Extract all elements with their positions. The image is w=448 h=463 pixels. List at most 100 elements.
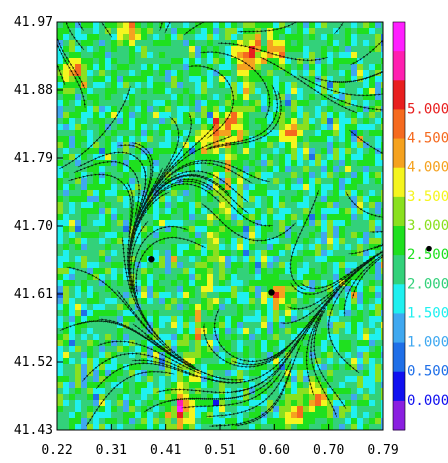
field-cell [279, 238, 286, 245]
field-cell [213, 346, 220, 353]
field-cell [333, 154, 340, 161]
field-cell [147, 268, 154, 275]
field-cell [261, 226, 268, 233]
field-cell [117, 262, 124, 269]
field-cell [351, 178, 358, 185]
field-cell [69, 82, 76, 89]
field-cell [57, 280, 64, 287]
field-cell [279, 82, 286, 89]
field-cell [81, 196, 88, 203]
field-cell [171, 136, 178, 143]
field-cell [189, 100, 196, 107]
field-cell [159, 88, 166, 95]
field-cell [177, 304, 184, 311]
field-cell [345, 406, 352, 413]
field-cell [303, 64, 310, 71]
field-cell [105, 322, 112, 329]
field-cell [381, 370, 383, 377]
field-cell [273, 328, 280, 335]
field-cell [153, 112, 160, 119]
field-cell [75, 46, 82, 53]
field-cell [285, 94, 292, 101]
field-cell [165, 394, 172, 401]
field-cell [87, 112, 94, 119]
field-cell [333, 148, 340, 155]
field-cell [93, 310, 100, 317]
field-cell [219, 316, 226, 323]
field-cell [69, 244, 76, 251]
field-cell [207, 322, 214, 329]
field-cell [201, 424, 208, 430]
field-cell [321, 166, 328, 173]
field-cell [375, 316, 382, 323]
field-cell [303, 166, 310, 173]
field-cell [273, 82, 280, 89]
field-cell [195, 232, 202, 239]
field-cell [381, 112, 383, 119]
field-cell [63, 340, 70, 347]
field-cell [237, 148, 244, 155]
field-cell [87, 184, 94, 191]
field-cell [369, 352, 376, 359]
field-cell [219, 364, 226, 371]
field-cell [231, 34, 238, 41]
field-cell [255, 274, 262, 281]
field-cell [153, 310, 160, 317]
field-cell [87, 178, 94, 185]
field-cell [351, 394, 358, 401]
field-cell [237, 100, 244, 107]
field-cell [171, 274, 178, 281]
field-cell [81, 64, 88, 71]
field-cell [321, 208, 328, 215]
field-cell [255, 298, 262, 305]
field-cell [315, 166, 322, 173]
field-cell [279, 418, 286, 425]
field-cell [363, 346, 370, 353]
field-cell [195, 394, 202, 401]
field-cell [177, 88, 184, 95]
field-cell [129, 388, 136, 395]
field-cell [183, 400, 190, 407]
field-cell [213, 304, 220, 311]
field-cell [363, 406, 370, 413]
field-cell [243, 382, 250, 389]
field-cell [375, 178, 382, 185]
field-cell [255, 244, 262, 251]
field-cell [165, 88, 172, 95]
field-cell [81, 142, 88, 149]
field-cell [357, 304, 364, 311]
field-cell [105, 196, 112, 203]
field-cell [117, 250, 124, 257]
field-cell [339, 262, 346, 269]
field-cell [123, 82, 130, 89]
field-cell [345, 364, 352, 371]
field-cell [81, 382, 88, 389]
field-cell [249, 346, 256, 353]
field-cell [249, 100, 256, 107]
field-cell [87, 34, 94, 41]
field-cell [69, 274, 76, 281]
field-cell [357, 424, 364, 430]
field-cell [63, 400, 70, 407]
field-cell [237, 160, 244, 167]
field-cell [129, 358, 136, 365]
field-cell [99, 304, 106, 311]
field-cell [165, 34, 172, 41]
field-cell [381, 394, 383, 401]
field-cell [297, 370, 304, 377]
field-cell [237, 202, 244, 209]
field-cell [57, 118, 64, 125]
field-cell [201, 232, 208, 239]
field-cell [381, 298, 383, 305]
field-cell [321, 346, 328, 353]
colorbar-swatch [393, 255, 405, 285]
field-cell [99, 388, 106, 395]
field-cell [303, 250, 310, 257]
field-cell [201, 94, 208, 101]
field-cell [243, 364, 250, 371]
field-cell [315, 268, 322, 275]
field-cell [105, 364, 112, 371]
field-cell [309, 268, 316, 275]
field-cell [135, 340, 142, 347]
field-cell [213, 286, 220, 293]
